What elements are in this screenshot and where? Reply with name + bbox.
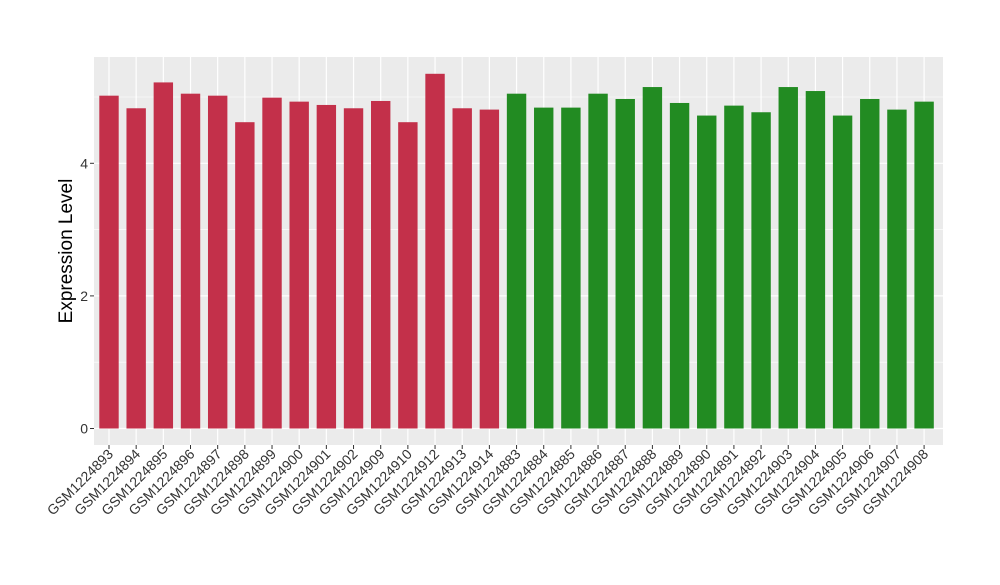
bar-GSM1224908 xyxy=(914,101,934,429)
bar-GSM1224890 xyxy=(697,115,717,429)
y-axis-title: Expression Level xyxy=(56,179,77,324)
bar-GSM1224913 xyxy=(452,108,472,429)
y-axis: 0 2 4 xyxy=(80,155,94,437)
bar-GSM1224896 xyxy=(180,93,201,429)
bar-GSM1224905 xyxy=(832,115,853,429)
bar-GSM1224887 xyxy=(615,98,635,429)
bar-GSM1224889 xyxy=(669,102,690,429)
bar-GSM1224902 xyxy=(343,108,364,429)
bar-GSM1224914 xyxy=(479,109,500,429)
bar-GSM1224893 xyxy=(99,95,119,429)
bar-GSM1224901 xyxy=(316,104,337,429)
bar-GSM1224903 xyxy=(778,87,798,429)
bar-GSM1224895 xyxy=(153,82,174,429)
bar-GSM1224904 xyxy=(805,91,826,429)
bar-GSM1224907 xyxy=(887,109,907,429)
y-tick-label: 2 xyxy=(80,288,88,304)
bar-GSM1224912 xyxy=(425,73,445,429)
bar-GSM1224897 xyxy=(207,95,228,429)
bar-GSM1224894 xyxy=(126,108,146,429)
bar-GSM1224884 xyxy=(534,107,554,429)
bar-GSM1224900 xyxy=(289,101,309,429)
y-tick-label: 4 xyxy=(80,155,88,171)
bar-GSM1224899 xyxy=(262,97,282,429)
bar-GSM1224892 xyxy=(751,112,771,429)
bar-GSM1224909 xyxy=(371,100,391,429)
bar-GSM1224888 xyxy=(642,87,663,429)
bar-GSM1224898 xyxy=(235,122,255,429)
bar-GSM1224885 xyxy=(561,107,581,429)
bars xyxy=(99,73,934,429)
bar-GSM1224886 xyxy=(588,93,608,429)
bar-GSM1224891 xyxy=(724,105,744,429)
y-tick-label: 0 xyxy=(80,421,88,437)
bar-GSM1224906 xyxy=(860,98,880,429)
bar-GSM1224910 xyxy=(398,122,418,429)
x-axis: GSM1224893GSM1224894GSM1224895GSM1224896… xyxy=(44,445,931,518)
bar-GSM1224883 xyxy=(506,93,527,429)
